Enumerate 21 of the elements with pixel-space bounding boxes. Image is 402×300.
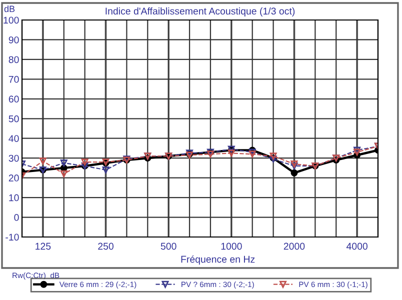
y-tick-label: 60 (8, 96, 19, 103)
chart-title: Indice d'Affaiblissement Acoustique (1/3 oct) (106, 7, 295, 16)
y-tick-label: 20 (8, 174, 19, 182)
x-tick-label: 125 (36, 242, 51, 250)
x-tick-label: 250 (98, 242, 114, 250)
y-tick-label: 40 (8, 135, 19, 142)
y-tick-label: 70 (8, 76, 19, 83)
y-tick-label: 100 (4, 16, 19, 24)
x-tick-label: 4000 (346, 242, 368, 250)
y-tick-label: -10 (6, 234, 19, 241)
y-tick-label: 0 (14, 214, 19, 221)
y-tick-label: 10 (9, 194, 19, 202)
x-tick-label: 1000 (221, 242, 242, 250)
x-axis-title: Fréquence en Hz (181, 255, 255, 265)
y-tick-label: 50 (8, 115, 19, 122)
x-tick-label: 2000 (284, 242, 305, 250)
y-axis-title: dB (4, 5, 15, 12)
y-tick-label: 30 (8, 154, 19, 162)
y-tick-label: 90 (8, 36, 19, 44)
y-tick-label: 80 (8, 56, 19, 64)
x-tick-label: 500 (160, 242, 176, 250)
